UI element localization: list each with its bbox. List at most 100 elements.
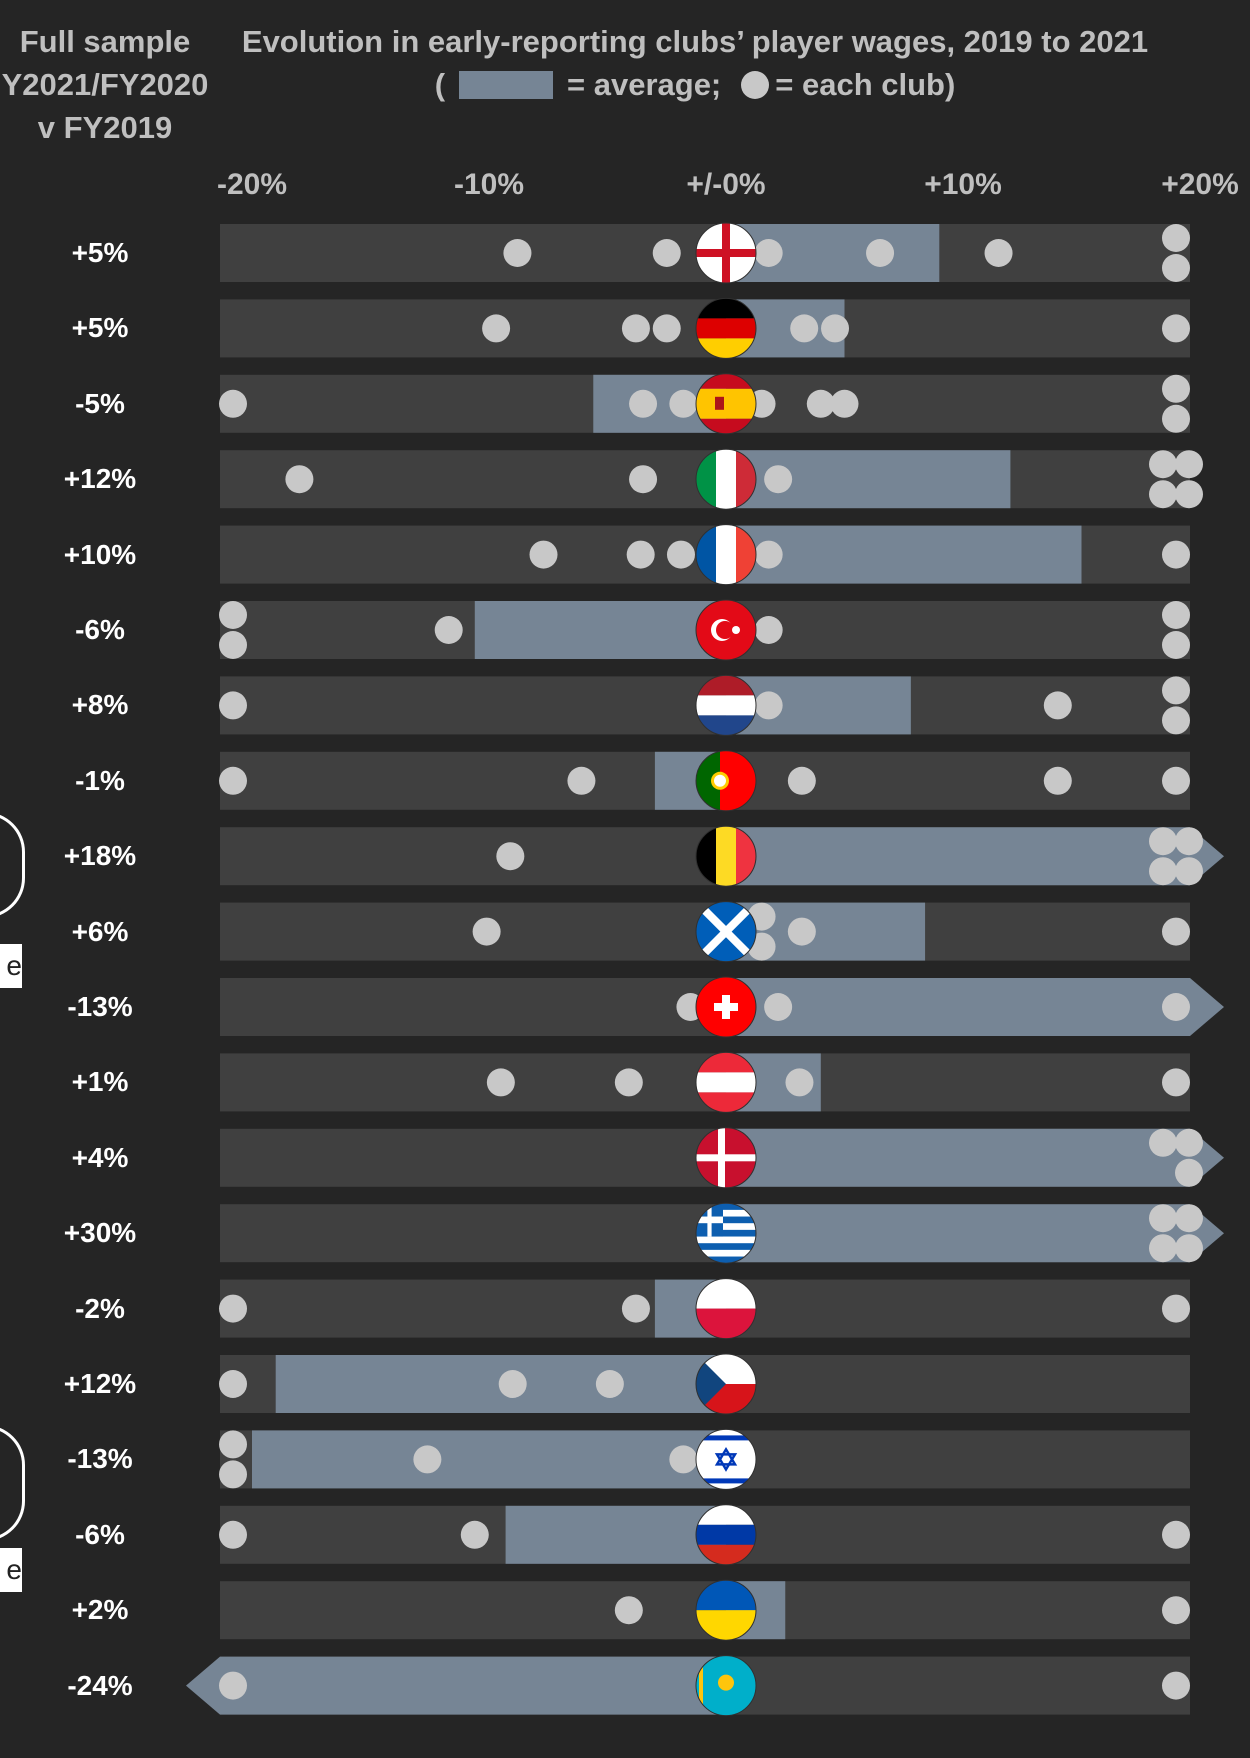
club-dot xyxy=(1162,676,1190,705)
x-tick-label: +20% xyxy=(1161,168,1239,201)
club-dot xyxy=(529,540,558,569)
chart-row xyxy=(220,1127,1224,1189)
flag-border xyxy=(695,674,757,736)
club-dot xyxy=(1162,993,1190,1021)
club-dot xyxy=(1149,1204,1177,1233)
club-dot xyxy=(787,917,816,946)
club-dot xyxy=(219,601,247,629)
club-dot xyxy=(567,766,596,795)
club-dot xyxy=(1162,540,1190,569)
chart-row xyxy=(219,1428,1190,1490)
club-dot xyxy=(1149,827,1177,856)
legend-average-label: = average; xyxy=(567,67,722,102)
club-dot xyxy=(1149,1128,1177,1157)
chart-row xyxy=(219,1278,1190,1340)
club-dot xyxy=(1175,857,1203,886)
club-dot xyxy=(1162,631,1190,659)
italy-flag xyxy=(695,448,757,510)
club-dot xyxy=(754,691,783,720)
club-dot xyxy=(614,1596,643,1625)
flag-border xyxy=(695,825,757,887)
club-dot xyxy=(219,1671,247,1700)
full-sample-header-line2: Y2021/FY2020 xyxy=(1,67,209,102)
full-sample-value: +10% xyxy=(63,538,137,570)
chart-row xyxy=(220,901,1190,963)
chart-row xyxy=(220,1202,1224,1264)
flag-border xyxy=(695,1579,757,1641)
average-bar xyxy=(252,1430,726,1489)
club-dot xyxy=(787,766,816,795)
england-flag xyxy=(695,222,757,284)
club-dot xyxy=(666,540,695,569)
club-dot xyxy=(1162,1294,1190,1323)
chart-row xyxy=(219,750,1190,812)
flag-border xyxy=(695,1278,757,1340)
chart-row xyxy=(220,1579,1190,1641)
average-bar xyxy=(726,1204,1224,1263)
ukraine-flag xyxy=(695,1579,757,1641)
chart-row xyxy=(220,448,1203,510)
flag-border xyxy=(695,448,757,510)
flag-triangle xyxy=(696,1354,726,1414)
club-dot xyxy=(806,389,835,418)
full-sample-value: +6% xyxy=(71,915,129,947)
club-dot xyxy=(285,465,314,494)
chart-row xyxy=(220,825,1224,887)
x-tick-label: +/-0% xyxy=(686,168,766,201)
full-sample-value: +5% xyxy=(71,312,129,344)
club-dot xyxy=(1162,254,1190,282)
club-dot xyxy=(219,1370,247,1398)
club-dot xyxy=(621,314,650,343)
full-sample-header: Full sample Y2021/FY2020 v FY2019 xyxy=(0,20,210,149)
full-sample-value: -1% xyxy=(75,764,125,796)
club-dot xyxy=(219,766,247,795)
club-dot xyxy=(1162,1520,1190,1549)
switzerland-flag xyxy=(695,976,757,1038)
club-dot xyxy=(219,389,247,418)
club-dot xyxy=(754,540,783,569)
club-dot xyxy=(1175,827,1203,856)
flag-border xyxy=(695,599,757,661)
full-sample-value: -6% xyxy=(75,614,125,645)
club-dot xyxy=(652,239,681,267)
turkey-flag xyxy=(695,599,757,661)
chart-legend: ( = average; = each club) xyxy=(215,63,1175,106)
club-dot xyxy=(626,540,655,569)
flag-border xyxy=(695,901,757,963)
flag-border xyxy=(695,976,757,1038)
chart-row xyxy=(220,524,1190,586)
club-dot xyxy=(1162,706,1190,735)
club-dot xyxy=(669,1445,698,1474)
club-dot xyxy=(496,842,525,871)
israel-flag xyxy=(695,1428,757,1490)
france-flag xyxy=(695,524,757,586)
belgium-flag xyxy=(695,825,757,887)
flag-border xyxy=(695,1202,757,1264)
club-dot xyxy=(219,631,247,659)
greece-flag xyxy=(695,1202,757,1264)
club-dot xyxy=(413,1445,442,1474)
club-dot xyxy=(669,389,698,418)
average-bar xyxy=(726,525,1082,584)
club-dot xyxy=(219,1460,247,1489)
club-dot xyxy=(1149,1234,1177,1263)
chart-row xyxy=(186,1655,1190,1717)
full-sample-value: -2% xyxy=(75,1292,125,1324)
chart-row xyxy=(220,297,1190,359)
average-bar xyxy=(186,1656,726,1715)
club-dot xyxy=(764,465,793,494)
chart-row xyxy=(219,599,1190,661)
club-dot xyxy=(1043,766,1072,795)
club-dot xyxy=(1162,766,1190,795)
legend-club-label: = each club) xyxy=(775,67,956,102)
legend-open-paren: ( xyxy=(434,67,446,102)
side-label-box: e xyxy=(0,1548,22,1592)
x-tick-label: +10% xyxy=(924,168,1002,201)
full-sample-value: -5% xyxy=(75,387,125,419)
club-dot xyxy=(790,314,819,343)
club-dot xyxy=(621,1294,650,1323)
club-dot xyxy=(866,239,895,267)
flag-border xyxy=(695,750,757,812)
average-bar xyxy=(726,1128,1224,1187)
